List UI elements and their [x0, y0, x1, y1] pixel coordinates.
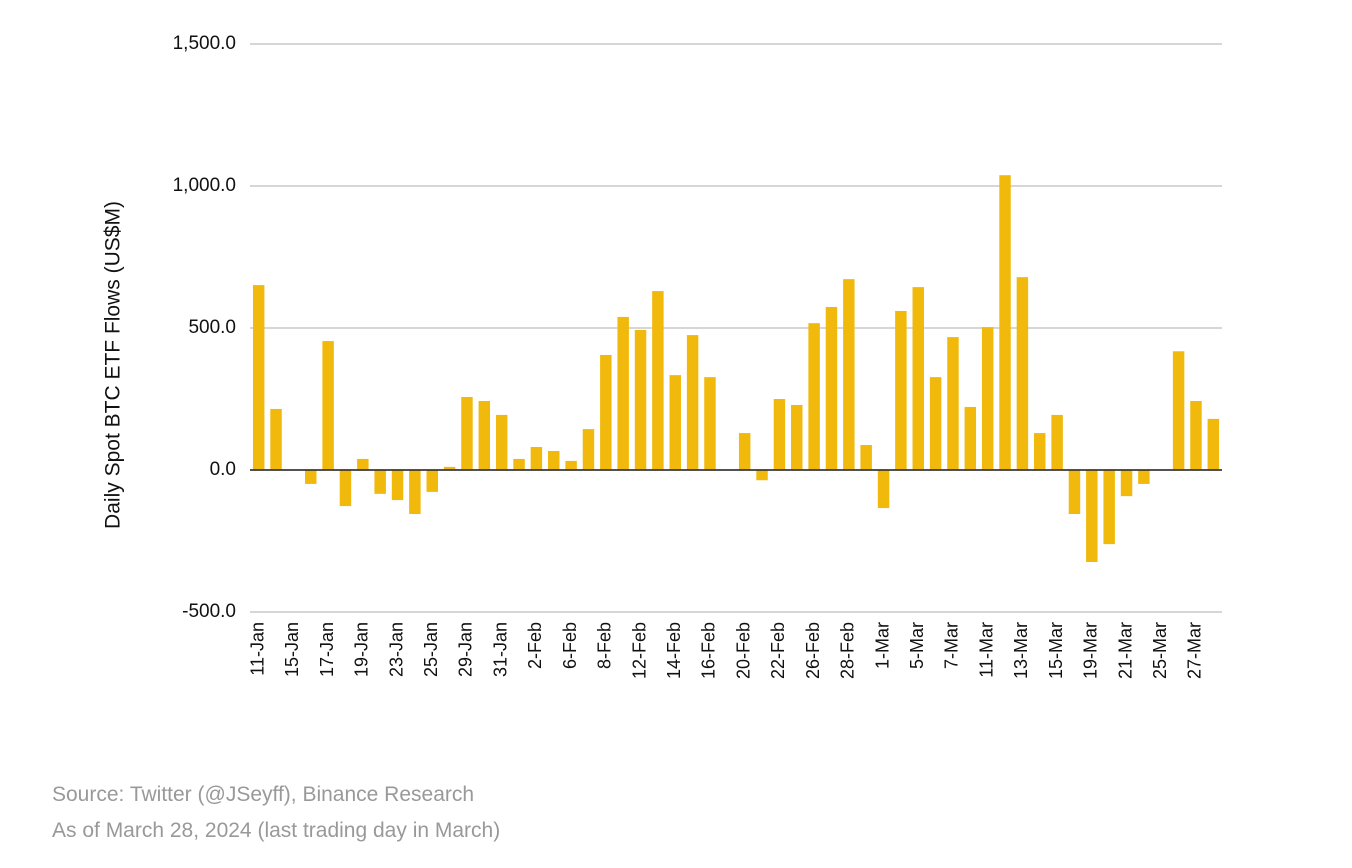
bar	[495, 414, 508, 470]
bar	[981, 327, 994, 470]
bar	[1016, 277, 1029, 470]
x-tick-label: 15-Mar	[1046, 622, 1066, 679]
y-tick-label: 0.0	[210, 459, 236, 480]
x-tick-label: 21-Mar	[1115, 622, 1135, 679]
bar	[426, 470, 438, 492]
bar	[357, 458, 369, 470]
bar	[461, 397, 473, 470]
x-tick-label: 25-Jan	[421, 622, 441, 677]
x-tick-label: 22-Feb	[768, 622, 788, 679]
bar	[548, 450, 560, 470]
x-tick-label: 1-Mar	[872, 622, 892, 669]
bar	[600, 354, 612, 470]
x-tick-label: 11-Mar	[976, 622, 996, 678]
bar	[1207, 418, 1220, 470]
bar	[825, 306, 838, 470]
bar	[1190, 400, 1202, 470]
bar	[738, 433, 751, 470]
bar	[895, 310, 907, 470]
y-tick-label: -500.0	[182, 601, 236, 622]
bar	[1034, 433, 1046, 470]
x-tick-label: 23-Jan	[386, 622, 406, 677]
bar	[756, 470, 768, 481]
source-note: Source: Twitter (@JSeyff), Binance Resea…	[52, 783, 474, 806]
bar	[391, 470, 404, 501]
bar	[1138, 470, 1150, 484]
bar	[964, 406, 977, 470]
x-tick-label: 8-Feb	[595, 622, 615, 669]
x-tick-label: 16-Feb	[699, 622, 719, 679]
x-tick-label: 11-Jan	[247, 622, 267, 676]
date-note: As of March 28, 2024 (last trading day i…	[52, 819, 500, 842]
x-tick-label: 13-Mar	[1011, 622, 1031, 679]
bar	[999, 175, 1011, 470]
x-tick-label: 17-Jan	[317, 622, 337, 677]
x-tick-label: 26-Feb	[803, 622, 823, 679]
bar	[1120, 470, 1133, 497]
bar	[617, 316, 629, 470]
bar	[773, 399, 786, 470]
bar	[1051, 414, 1063, 470]
bar	[443, 466, 456, 470]
x-tick-label: 20-Feb	[733, 622, 753, 679]
bar	[704, 377, 716, 470]
y-tick-label: 1,000.0	[173, 175, 236, 196]
bar	[634, 329, 647, 470]
x-tick-label: 14-Feb	[664, 622, 684, 679]
bar	[339, 470, 352, 507]
bar	[843, 279, 855, 470]
x-tick-label: 7-Mar	[942, 622, 962, 669]
bar	[270, 408, 282, 470]
bar	[669, 375, 681, 470]
x-tick-label: 15-Jan	[282, 622, 302, 677]
x-tick-label: 6-Feb	[560, 622, 580, 669]
y-tick-label: 500.0	[188, 317, 236, 338]
x-tick-label: 31-Jan	[490, 622, 510, 677]
bar	[565, 460, 577, 470]
x-tick-label: 28-Feb	[838, 622, 858, 679]
bar	[530, 446, 543, 470]
bar	[1103, 470, 1115, 545]
bar	[791, 404, 803, 470]
y-axis-label: Daily Spot BTC ETF Flows (US$M)	[102, 201, 125, 529]
bar	[478, 400, 491, 470]
bar	[409, 470, 421, 515]
x-tick-label: 25-Mar	[1150, 622, 1170, 679]
bar	[686, 335, 699, 470]
bar	[322, 341, 334, 470]
bar	[1068, 470, 1081, 515]
x-tick-label: 27-Mar	[1185, 622, 1205, 679]
y-tick-label: 1,500.0	[173, 33, 236, 54]
bar	[860, 445, 872, 470]
bar	[252, 285, 265, 470]
bar	[513, 458, 525, 470]
bar	[929, 377, 942, 470]
bar	[305, 470, 317, 484]
bar	[652, 291, 664, 470]
bar	[582, 429, 595, 470]
bar	[912, 287, 924, 470]
bar	[947, 337, 959, 470]
x-tick-label: 29-Jan	[456, 622, 476, 677]
x-tick-label: 2-Feb	[525, 622, 545, 669]
bar	[1172, 351, 1185, 470]
bar	[808, 323, 820, 470]
x-tick-label: 12-Feb	[629, 622, 649, 679]
x-tick-label: 5-Mar	[907, 622, 927, 669]
x-tick-label: 19-Jan	[352, 622, 372, 677]
x-tick-label: 19-Mar	[1081, 622, 1101, 679]
bar	[374, 470, 386, 494]
bar	[1086, 470, 1098, 563]
bar	[877, 470, 890, 509]
